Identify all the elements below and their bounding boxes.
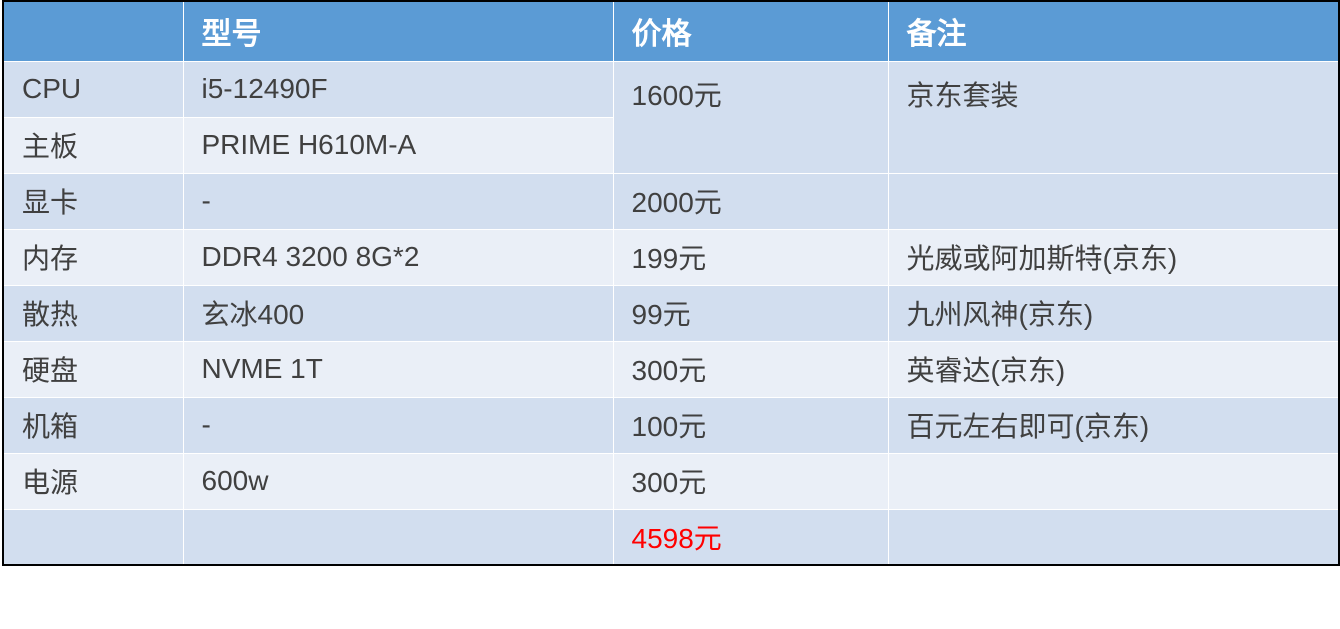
table-row: 电源600w300元 (3, 453, 1339, 509)
table-cell: 散热 (3, 285, 183, 341)
table-cell: i5-12490F (183, 61, 613, 117)
table-row: 内存DDR4 3200 8G*2199元光威或阿加斯特(京东) (3, 229, 1339, 285)
table-cell: 100元 (613, 397, 888, 453)
table-cell (888, 173, 1339, 229)
table-cell: 光威或阿加斯特(京东) (888, 229, 1339, 285)
header-component (3, 1, 183, 61)
table-row: 显卡-2000元 (3, 173, 1339, 229)
table-cell: 玄冰400 (183, 285, 613, 341)
table-cell (888, 509, 1339, 565)
table-cell: DDR4 3200 8G*2 (183, 229, 613, 285)
header-note: 备注 (888, 1, 1339, 61)
table-cell: 99元 (613, 285, 888, 341)
table-cell: 2000元 (613, 173, 888, 229)
table-cell: 300元 (613, 453, 888, 509)
header-model: 型号 (183, 1, 613, 61)
table-cell: - (183, 397, 613, 453)
table-cell: 硬盘 (3, 341, 183, 397)
table-cell: 1600元 (613, 61, 888, 173)
table-row: 硬盘NVME 1T300元英睿达(京东) (3, 341, 1339, 397)
table-row: 机箱 -100元百元左右即可(京东) (3, 397, 1339, 453)
table-cell: - (183, 173, 613, 229)
table-header-row: 型号 价格 备注 (3, 1, 1339, 61)
table-row: CPUi5-12490F1600元京东套装 (3, 61, 1339, 117)
table-cell: 主板 (3, 117, 183, 173)
table-cell: 600w (183, 453, 613, 509)
table-cell: 机箱 (3, 397, 183, 453)
table-cell (3, 509, 183, 565)
table-cell: CPU (3, 61, 183, 117)
table-cell: 内存 (3, 229, 183, 285)
pc-build-table: 型号 价格 备注 CPUi5-12490F1600元京东套装主板PRIME H6… (2, 0, 1340, 566)
table-cell: 300元 (613, 341, 888, 397)
table-cell: PRIME H610M-A (183, 117, 613, 173)
table-cell: 199元 (613, 229, 888, 285)
table-cell: 百元左右即可(京东) (888, 397, 1339, 453)
table-cell: NVME 1T (183, 341, 613, 397)
table-cell (888, 453, 1339, 509)
table-cell: 九州风神(京东) (888, 285, 1339, 341)
total-price-cell: 4598元 (613, 509, 888, 565)
header-price: 价格 (613, 1, 888, 61)
table-cell: 英睿达(京东) (888, 341, 1339, 397)
table-total-row: 4598元 (3, 509, 1339, 565)
table-cell: 电源 (3, 453, 183, 509)
table-row: 散热玄冰40099元九州风神(京东) (3, 285, 1339, 341)
table-cell: 显卡 (3, 173, 183, 229)
table-cell: 京东套装 (888, 61, 1339, 173)
table-cell (183, 509, 613, 565)
